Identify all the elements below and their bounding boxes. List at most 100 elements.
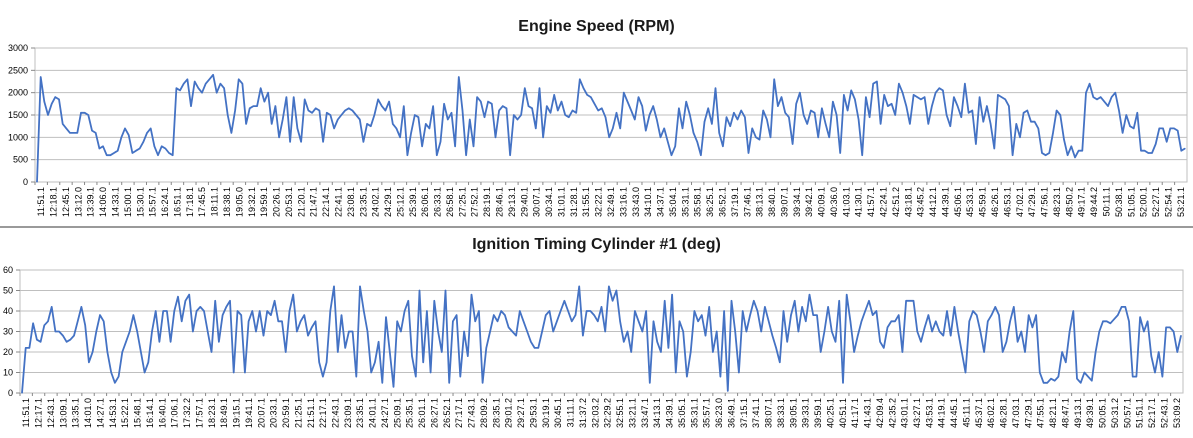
- x-tick-label: 37:19.1: [730, 187, 740, 217]
- data-point: [58, 98, 60, 100]
- data-point: [924, 326, 926, 328]
- data-point: [99, 314, 101, 316]
- data-point: [817, 136, 819, 138]
- data-point: [1026, 109, 1028, 112]
- data-point: [649, 382, 651, 384]
- x-tick-label: 24:29.1: [383, 187, 393, 217]
- data-point: [1107, 105, 1109, 107]
- data-point: [916, 330, 918, 333]
- x-tick-label: 48:47.1: [1060, 398, 1070, 428]
- y-tick-label: 1000: [8, 132, 28, 142]
- x-tick-label: 19:05.0: [234, 187, 244, 217]
- data-point: [701, 314, 703, 316]
- data-point: [259, 310, 261, 312]
- x-tick-label: 12:45.1: [61, 187, 71, 217]
- data-point: [285, 96, 287, 98]
- data-point: [183, 83, 185, 85]
- data-point: [410, 132, 412, 134]
- data-point: [1095, 351, 1097, 353]
- x-tick-label: 27:52.1: [470, 187, 480, 217]
- x-tick-label: 18:11.1: [210, 187, 220, 216]
- x-tick-label: 24:01.1: [368, 398, 378, 428]
- data-point: [604, 116, 607, 118]
- data-point: [430, 371, 432, 374]
- data-point: [641, 330, 644, 333]
- data-point: [285, 351, 287, 353]
- x-tick-label: 38:33.1: [776, 398, 786, 428]
- data-point: [151, 330, 153, 333]
- data-point: [794, 300, 796, 302]
- data-point: [256, 105, 258, 107]
- data-point: [831, 330, 833, 333]
- data-point: [990, 123, 992, 125]
- data-point: [95, 330, 97, 333]
- x-tick-label: 20:26.1: [272, 187, 282, 217]
- data-point: [196, 310, 198, 312]
- data-point: [281, 320, 283, 322]
- data-point: [498, 109, 500, 112]
- data-point: [447, 118, 449, 121]
- data-point: [1028, 314, 1030, 316]
- data-point: [1024, 351, 1026, 353]
- x-tick-label: 44:19.1: [937, 398, 947, 428]
- data-point: [727, 390, 729, 392]
- data-point: [1013, 306, 1015, 308]
- x-tick-label: 21:20.1: [296, 187, 306, 217]
- data-point: [164, 147, 166, 150]
- data-point: [326, 361, 328, 363]
- x-tick-label: 47:03.1: [1011, 398, 1021, 428]
- data-point: [389, 351, 391, 353]
- y-tick-label: 10: [3, 368, 13, 378]
- data-point: [229, 300, 231, 302]
- data-point: [504, 314, 506, 316]
- data-point: [1135, 376, 1137, 378]
- data-point: [568, 116, 570, 118]
- data-point: [968, 112, 970, 114]
- data-point: [240, 314, 242, 316]
- data-point: [355, 376, 357, 378]
- x-tick-label: 49:44.2: [1089, 187, 1099, 217]
- data-point: [238, 78, 240, 80]
- data-point: [1050, 378, 1052, 380]
- x-tick-label: 41:43.1: [863, 398, 873, 428]
- data-point: [780, 96, 783, 98]
- data-point: [548, 310, 551, 312]
- data-point: [318, 361, 320, 363]
- data-point: [175, 87, 177, 89]
- x-tick-label: 53:21.1: [1176, 187, 1186, 217]
- x-tick-label: 53:09.2: [1172, 398, 1182, 428]
- data-point: [207, 330, 209, 333]
- x-tick-label: 33:21.1: [627, 398, 637, 428]
- x-tick-label: 16:14.1: [145, 398, 155, 428]
- data-point: [337, 118, 339, 121]
- data-point: [1052, 132, 1054, 134]
- data-point: [1133, 127, 1135, 129]
- data-point: [489, 330, 491, 333]
- x-tick-label: 45:06.1: [953, 187, 963, 217]
- data-point: [58, 330, 60, 333]
- data-point: [366, 330, 369, 333]
- x-tick-label: 28:09.2: [479, 398, 489, 428]
- x-tick-label: 38:07.1: [764, 398, 774, 428]
- data-point: [47, 114, 49, 116]
- data-point: [1124, 306, 1126, 308]
- data-point: [667, 347, 670, 349]
- data-point: [1076, 378, 1078, 380]
- data-point: [493, 314, 495, 316]
- data-point: [377, 98, 379, 100]
- data-point: [722, 145, 724, 147]
- data-point: [823, 330, 826, 333]
- data-point: [858, 118, 860, 121]
- x-tick-label: 45:11.1: [961, 398, 971, 427]
- x-tick-label: 32:49.1: [606, 187, 616, 217]
- data-point: [315, 107, 317, 109]
- data-point: [619, 127, 621, 129]
- data-point: [1155, 143, 1157, 145]
- x-tick-label: 47:29.1: [1023, 398, 1033, 428]
- data-point: [443, 103, 445, 105]
- data-point: [36, 339, 38, 341]
- data-point: [436, 154, 438, 156]
- data-point: [444, 289, 447, 292]
- data-point: [329, 310, 331, 312]
- data-point: [274, 105, 276, 107]
